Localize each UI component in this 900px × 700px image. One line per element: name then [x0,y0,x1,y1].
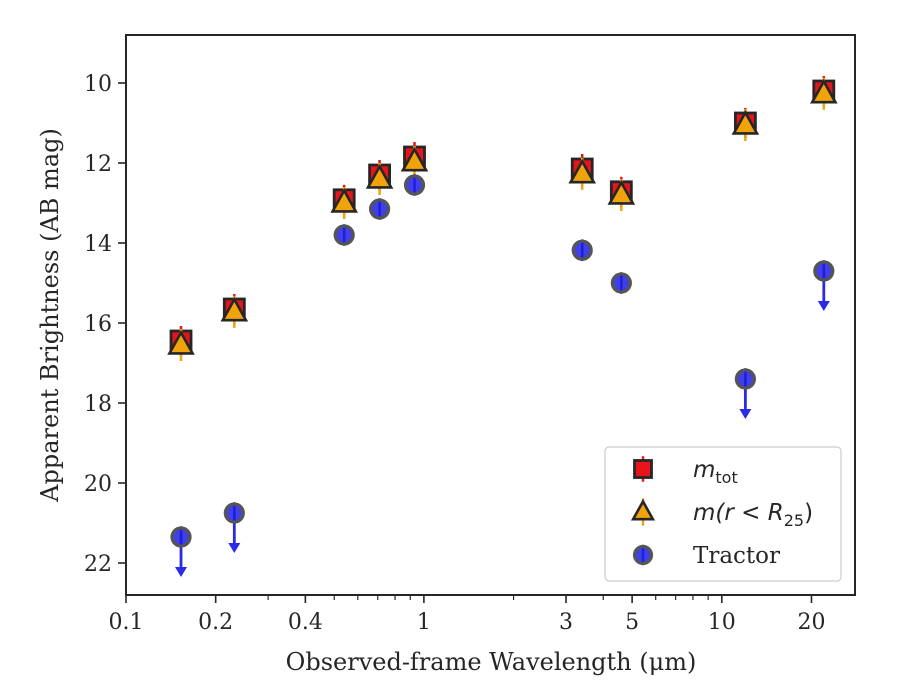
y-axis-label-group: Apparent Brightness (AB mag) [36,128,64,503]
axis-ticks: 0.1 0.2 0.4 1 3 5 10 20 10 12 14 16 18 20 22 [84,72,825,635]
y-tick-label: 20 [84,472,112,497]
x-tick-label: 10 [708,610,736,635]
upper-limit-arrowhead [739,409,752,419]
legend: mtot m(r < R25) Tractor [604,446,842,582]
tractor-marker [333,224,355,246]
legend-label: m(r < R25) [693,500,813,530]
x-tick-label: 5 [625,610,639,635]
legend-label-subscript: 25 [784,511,804,530]
legend-mtot-marker [633,459,653,479]
mr25-marker [330,187,358,213]
tractor-marker [571,239,593,261]
mr25-marker [809,78,838,104]
legend-box [604,446,842,582]
legend-tractor-marker [632,544,654,566]
mr25-marker [167,329,195,355]
upper-limit-arrowhead [175,567,188,577]
legend-label-tail: ) [804,500,813,526]
legend-label-subscript: tot [715,468,737,487]
x-tick-label: 20 [797,610,825,635]
legend-label-main: m(r < R [693,500,784,526]
y-tick-label: 16 [84,312,112,337]
y-tick-label: 14 [84,232,112,257]
x-tick-label: 3 [559,610,573,635]
x-tick-label: 0.1 [109,610,144,635]
legend-label: mtot [693,457,738,487]
tractor-marker [223,502,245,524]
mr25-marker [220,296,249,322]
plot-frame [125,34,856,596]
x-tick-label: 1 [417,610,431,635]
y-tick-label: 10 [84,72,112,97]
series-circle [170,174,835,577]
series-square [169,76,836,356]
y-tick-label: 18 [84,392,112,417]
mr25-marker [607,179,636,205]
mr25-marker [365,163,394,189]
y-axis-label: Apparent Brightness (AB mag) [36,128,64,503]
mr25-marker [568,158,597,184]
legend-label-main: m [693,457,715,483]
x-axis-label: Observed-frame Wavelength (μm) [286,648,697,676]
x-tick-label: 0.2 [198,610,233,635]
data-marks [167,76,838,577]
tractor-marker [813,260,835,282]
tractor-marker [610,272,632,294]
y-tick-label: 12 [84,152,112,177]
mr25-marker [400,146,429,172]
tractor-marker [734,368,756,390]
legend-label: Tractor [693,543,780,569]
x-tick-label: 0.4 [288,610,323,635]
upper-limit-arrowhead [817,301,830,311]
tractor-marker [403,174,426,196]
legend-mr25-marker [630,498,656,521]
upper-limit-arrowhead [228,543,241,553]
mr25-marker [731,109,760,135]
tractor-marker [368,198,391,220]
tractor-marker [170,526,192,548]
series-triangle [167,77,838,361]
y-tick-label: 22 [84,552,112,577]
